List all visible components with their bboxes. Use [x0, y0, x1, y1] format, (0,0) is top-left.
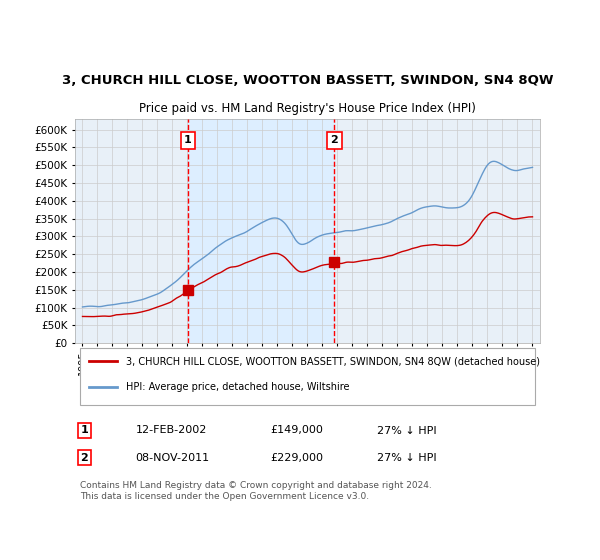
Text: 2: 2	[80, 452, 88, 463]
Text: 2: 2	[331, 136, 338, 145]
Text: 27% ↓ HPI: 27% ↓ HPI	[377, 426, 437, 436]
Text: HPI: Average price, detached house, Wiltshire: HPI: Average price, detached house, Wilt…	[126, 382, 350, 392]
Text: 1: 1	[184, 136, 191, 145]
Text: Price paid vs. HM Land Registry's House Price Index (HPI): Price paid vs. HM Land Registry's House …	[139, 102, 476, 115]
FancyBboxPatch shape	[80, 348, 535, 405]
Bar	[188, 119, 334, 343]
Text: £149,000: £149,000	[270, 426, 323, 436]
Text: 08-NOV-2011: 08-NOV-2011	[136, 452, 209, 463]
Text: 1: 1	[80, 426, 88, 436]
Text: £229,000: £229,000	[270, 452, 323, 463]
Text: 27% ↓ HPI: 27% ↓ HPI	[377, 452, 437, 463]
Text: 3, CHURCH HILL CLOSE, WOOTTON BASSETT, SWINDON, SN4 8QW (detached house): 3, CHURCH HILL CLOSE, WOOTTON BASSETT, S…	[126, 356, 540, 366]
Text: Contains HM Land Registry data © Crown copyright and database right 2024.
This d: Contains HM Land Registry data © Crown c…	[80, 482, 431, 501]
Text: 3, CHURCH HILL CLOSE, WOOTTON BASSETT, SWINDON, SN4 8QW: 3, CHURCH HILL CLOSE, WOOTTON BASSETT, S…	[62, 73, 553, 87]
Text: 12-FEB-2002: 12-FEB-2002	[136, 426, 207, 436]
